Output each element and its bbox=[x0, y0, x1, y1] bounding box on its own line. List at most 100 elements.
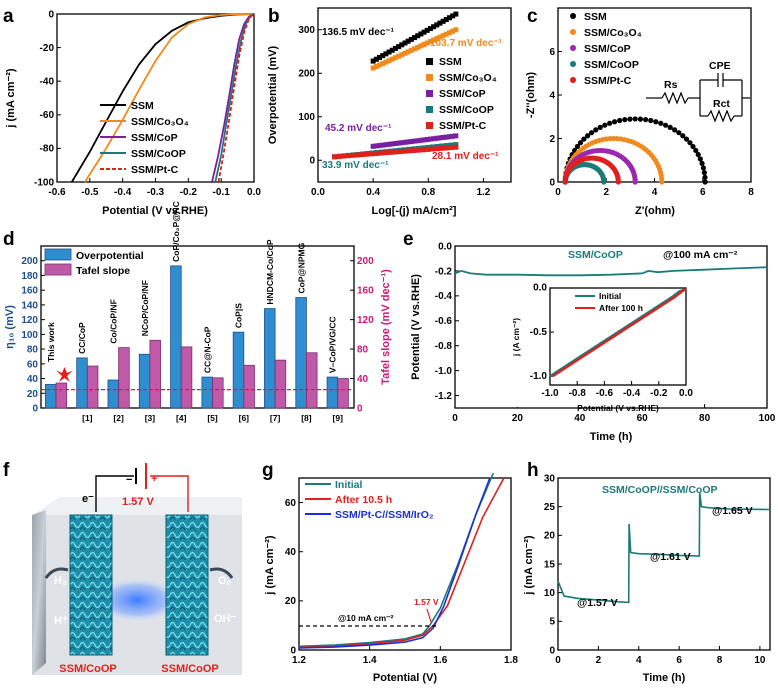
x-tick-label: 0.4 bbox=[366, 187, 380, 198]
panel-e-annotation: @100 mA cm⁻² bbox=[663, 249, 738, 261]
panel-d: 0 20 40 60 80 100 120 140 160 180 200 0 40 80 120 160 20… bbox=[4, 201, 392, 423]
nyquist-point bbox=[702, 174, 708, 180]
panel-e: 0 20 40 60 80 100-1.2-1.0-0.8-0.6-0.4-0.20.0 … bbox=[410, 241, 776, 443]
x-tick-label: 1.2 bbox=[292, 655, 306, 666]
panel-d-frame bbox=[40, 245, 355, 409]
legend-label-cop: SSM/CoP bbox=[439, 88, 486, 100]
battery-minus-sign: − bbox=[126, 474, 132, 486]
inset-legend-label-after: After 100 h bbox=[599, 303, 643, 313]
nyquist-point bbox=[697, 156, 703, 162]
x-tick-label: 20 bbox=[512, 413, 524, 424]
overpotential-bar bbox=[76, 357, 88, 409]
bar-annotation: V–CoP/VG/CC bbox=[328, 316, 338, 373]
x-tick-label: 0 bbox=[555, 187, 561, 198]
legend-label-coop: SSM/CoOP bbox=[131, 148, 186, 160]
tafel-fit-line bbox=[373, 135, 456, 147]
inset-curve bbox=[552, 287, 687, 378]
legend-marker-cop bbox=[570, 45, 576, 51]
tafel-annotation-co3o4: 103.7 mV dec⁻¹ bbox=[430, 38, 503, 49]
y-tick-label: -20 bbox=[40, 43, 55, 54]
x-tick-label: -0.2 bbox=[650, 388, 668, 399]
left-electrode-label: SSM/CoOP bbox=[59, 663, 116, 675]
step-annotation-161: @1.61 V bbox=[650, 551, 691, 563]
tafel-bar bbox=[337, 378, 349, 409]
y-tick-label: 0 bbox=[549, 177, 555, 188]
nyquist-point bbox=[667, 124, 673, 130]
y-tick-label: -0.6 bbox=[435, 316, 453, 327]
panel-h-frame bbox=[557, 477, 771, 651]
legend-label-tafel: Tafel slope bbox=[76, 265, 130, 277]
x-tick-label: -0.2 bbox=[180, 187, 198, 198]
x-tick-label: -0.3 bbox=[147, 187, 165, 198]
y-tick-label-left: 80 bbox=[27, 345, 39, 356]
panel-letter-b: b bbox=[268, 6, 280, 27]
panel-letter-d: d bbox=[3, 229, 15, 250]
x-tick-label: 40 bbox=[574, 413, 586, 424]
circuit-label-rs: Rs bbox=[664, 79, 678, 91]
step-annotation-165: @1.65 V bbox=[712, 505, 753, 517]
h2-out-arrow-icon bbox=[44, 567, 69, 579]
panel-g: 1.2 1.4 1.6 1.8 0 20 40 60 @10 mA cm⁻² 1.57 V P… bbox=[264, 472, 518, 684]
legend-marker-ssm bbox=[426, 58, 433, 65]
inset-legend-label-initial: Initial bbox=[599, 291, 621, 301]
x-tick-label: 0.8 bbox=[421, 187, 435, 198]
panel-g-legend: Initial After 10.5 h SSM/Pt-C//SSM/IrO₂ bbox=[305, 479, 434, 521]
panel-d-ylabel-right: Tafel slope (mV dec⁻¹) bbox=[380, 269, 392, 385]
battery-plus-sign: + bbox=[151, 473, 157, 485]
legend-label-ptc: SSM/Pt-C bbox=[439, 120, 487, 132]
overpotential-bar bbox=[264, 308, 276, 409]
x-tick-label: 6 bbox=[676, 655, 682, 666]
y-tick-label: 25 bbox=[544, 502, 556, 513]
x-tick-label: 0 bbox=[452, 413, 458, 424]
y-tick-label: 0 bbox=[290, 645, 296, 656]
h2-label: H₂ bbox=[54, 575, 67, 587]
left-electrode bbox=[69, 514, 113, 656]
nyquist-point bbox=[588, 130, 595, 136]
legend-marker-co3o4 bbox=[570, 29, 576, 35]
panel-letter-a: a bbox=[3, 6, 14, 27]
lsv-curve-ssm-co-o- bbox=[84, 13, 255, 183]
panel-letter-g: g bbox=[262, 460, 274, 481]
overpotential-bar bbox=[201, 376, 213, 409]
panel-e-ylabel: Potential (V vs.RHE) bbox=[410, 274, 422, 380]
cell-top-face bbox=[32, 497, 242, 515]
tafel-annotation-coop: 33.9 mV dec⁻¹ bbox=[322, 160, 389, 171]
x-tick-label: -1.0 bbox=[541, 388, 559, 399]
x-tick-label: 0.0 bbox=[311, 187, 325, 198]
y-tick-label: -0.8 bbox=[435, 341, 453, 352]
y-tick-label-right: 200 bbox=[357, 256, 374, 267]
o2-label: O₂ bbox=[218, 575, 232, 587]
x-tick-label: -0.4 bbox=[623, 388, 641, 399]
nyquist-point bbox=[607, 120, 613, 126]
y-tick-label-left: 100 bbox=[21, 330, 38, 341]
panel-h-ylabel: j (mA cm⁻²) bbox=[523, 535, 535, 596]
legend-label-co3o4: SSM/Co₃O₄ bbox=[439, 72, 497, 84]
bar-annotation: CC/CoP bbox=[77, 322, 87, 354]
step-annotation-157: @1.57 V bbox=[577, 597, 618, 609]
ohminus-label: OH⁻ bbox=[214, 613, 237, 625]
ion-flow-glow bbox=[89, 576, 185, 624]
tafel-bar bbox=[118, 347, 130, 409]
panel-c-xlabel: Z'(ohm) bbox=[635, 205, 675, 217]
y-tick-label: -1.0 bbox=[435, 366, 453, 377]
x-tick-label: 1.8 bbox=[504, 655, 518, 666]
x-tick-label: 4 bbox=[652, 187, 658, 198]
tafel-annotation-ptc: 28.1 mV dec⁻¹ bbox=[432, 151, 499, 162]
y-tick-label: 0 bbox=[309, 156, 315, 167]
y-tick-label: 4 bbox=[549, 90, 555, 101]
nyquist-point bbox=[680, 133, 686, 139]
tafel-bar bbox=[180, 346, 193, 409]
nyquist-point bbox=[593, 127, 599, 133]
x-tick-label: -0.1 bbox=[213, 187, 231, 198]
tafel-annotation-ssm: 136.5 mV dec⁻¹ bbox=[322, 27, 395, 38]
y-tick-label: -0.4 bbox=[435, 291, 453, 302]
y-tick-label: -40 bbox=[40, 77, 55, 88]
bar-annotation: HNDCM-Co/CoP bbox=[265, 239, 275, 304]
legend-label-ptc: SSM/Pt-C bbox=[584, 75, 632, 87]
x-tick-label: 1.4 bbox=[363, 655, 377, 666]
nyquist-point bbox=[683, 136, 690, 142]
panel-letter-e: e bbox=[403, 229, 414, 250]
y-tick-label-left: 0 bbox=[32, 404, 38, 415]
right-electrode-label: SSM/CoOP bbox=[161, 663, 218, 675]
